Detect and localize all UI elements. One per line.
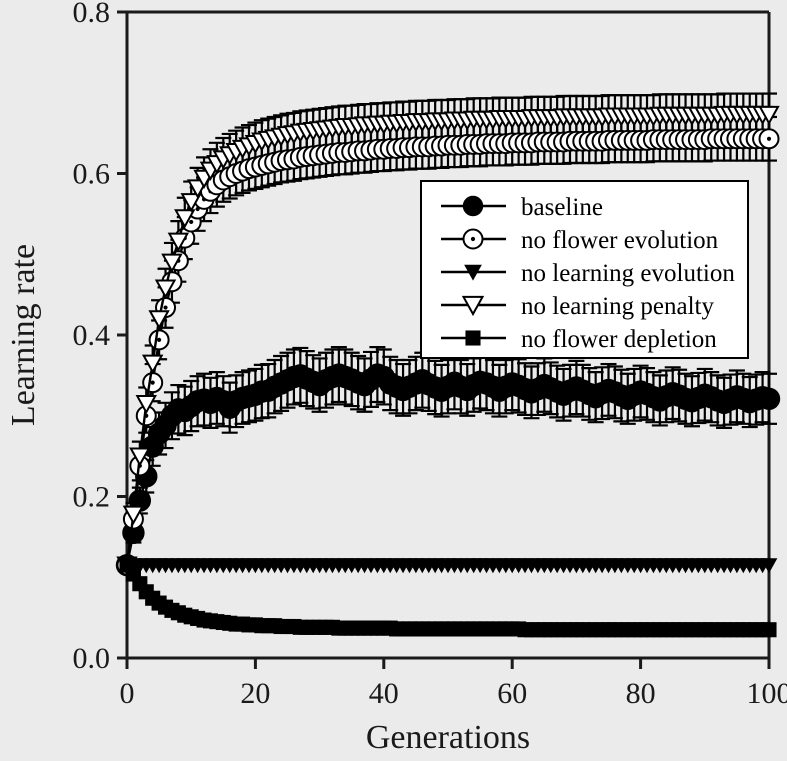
data-point-marker	[758, 128, 780, 150]
legend-label: no learning penalty	[521, 293, 714, 320]
legend-item-no-flower-evolution[interactable]: no flower evolution	[441, 227, 719, 254]
x-tick-label: 40	[369, 677, 399, 710]
y-tick-label: 0.4	[73, 319, 111, 352]
series-baseline	[115, 363, 781, 577]
x-tick-labels: 0 20 40 60 80 100	[120, 677, 787, 710]
data-point-marker	[122, 505, 145, 525]
x-axis-label: Generations	[366, 719, 530, 756]
data-point-marker	[462, 195, 484, 217]
data-point-marker	[462, 228, 484, 250]
data-point-marker	[757, 387, 781, 410]
series-no-learning-evolution	[118, 558, 778, 574]
data-point-marker	[161, 253, 183, 273]
data-point-marker	[129, 447, 151, 467]
legend-label: no flower evolution	[521, 227, 719, 254]
data-point-marker	[148, 310, 170, 330]
data-series-layer	[115, 105, 781, 638]
y-tick-label: 0.2	[73, 481, 111, 514]
legend-label: baseline	[521, 194, 603, 221]
data-point-marker	[141, 354, 164, 374]
data-point-marker	[760, 558, 778, 574]
y-tick-label: 0.6	[73, 158, 111, 191]
legend-label: no flower depletion	[521, 326, 717, 353]
data-point-marker	[180, 193, 202, 213]
series-no-flower-depletion	[119, 557, 777, 638]
x-tick-label: 100	[747, 677, 787, 710]
legend-item-no-flower-depletion[interactable]: no flower depletion	[441, 326, 717, 353]
x-tick-label: 20	[240, 677, 270, 710]
data-point-marker	[464, 264, 482, 281]
data-point-marker	[148, 329, 170, 351]
tick-marks	[117, 10, 771, 669]
x-tick-label: 80	[626, 677, 656, 710]
data-point-marker	[761, 622, 777, 638]
data-point-marker	[154, 279, 177, 299]
legend: baseline no flower evolution no learning e…	[420, 180, 749, 359]
data-point-marker	[167, 232, 190, 252]
x-tick-label: 0	[120, 677, 135, 710]
series-no-learning-penalty	[116, 105, 780, 576]
data-point-marker	[142, 372, 164, 394]
data-point-marker	[135, 394, 157, 415]
y-tick-label: 0.0	[73, 642, 111, 675]
data-point-marker	[461, 295, 485, 317]
legend-item-baseline[interactable]: baseline	[441, 194, 603, 221]
y-axis-label: Learning rate	[5, 244, 42, 426]
legend-item-no-learning-penalty[interactable]: no learning penalty	[441, 293, 714, 320]
y-tick-label: 0.8	[73, 0, 111, 29]
y-tick-labels: 0.0 0.2 0.4 0.6 0.8	[73, 0, 111, 675]
legend-label: no learning evolution	[521, 260, 735, 287]
data-point-marker	[174, 209, 196, 229]
x-tick-label: 60	[497, 677, 527, 710]
legend-item-no-learning-evolution[interactable]: no learning evolution	[441, 260, 735, 287]
data-point-marker	[758, 105, 780, 126]
data-point-marker	[465, 330, 481, 346]
